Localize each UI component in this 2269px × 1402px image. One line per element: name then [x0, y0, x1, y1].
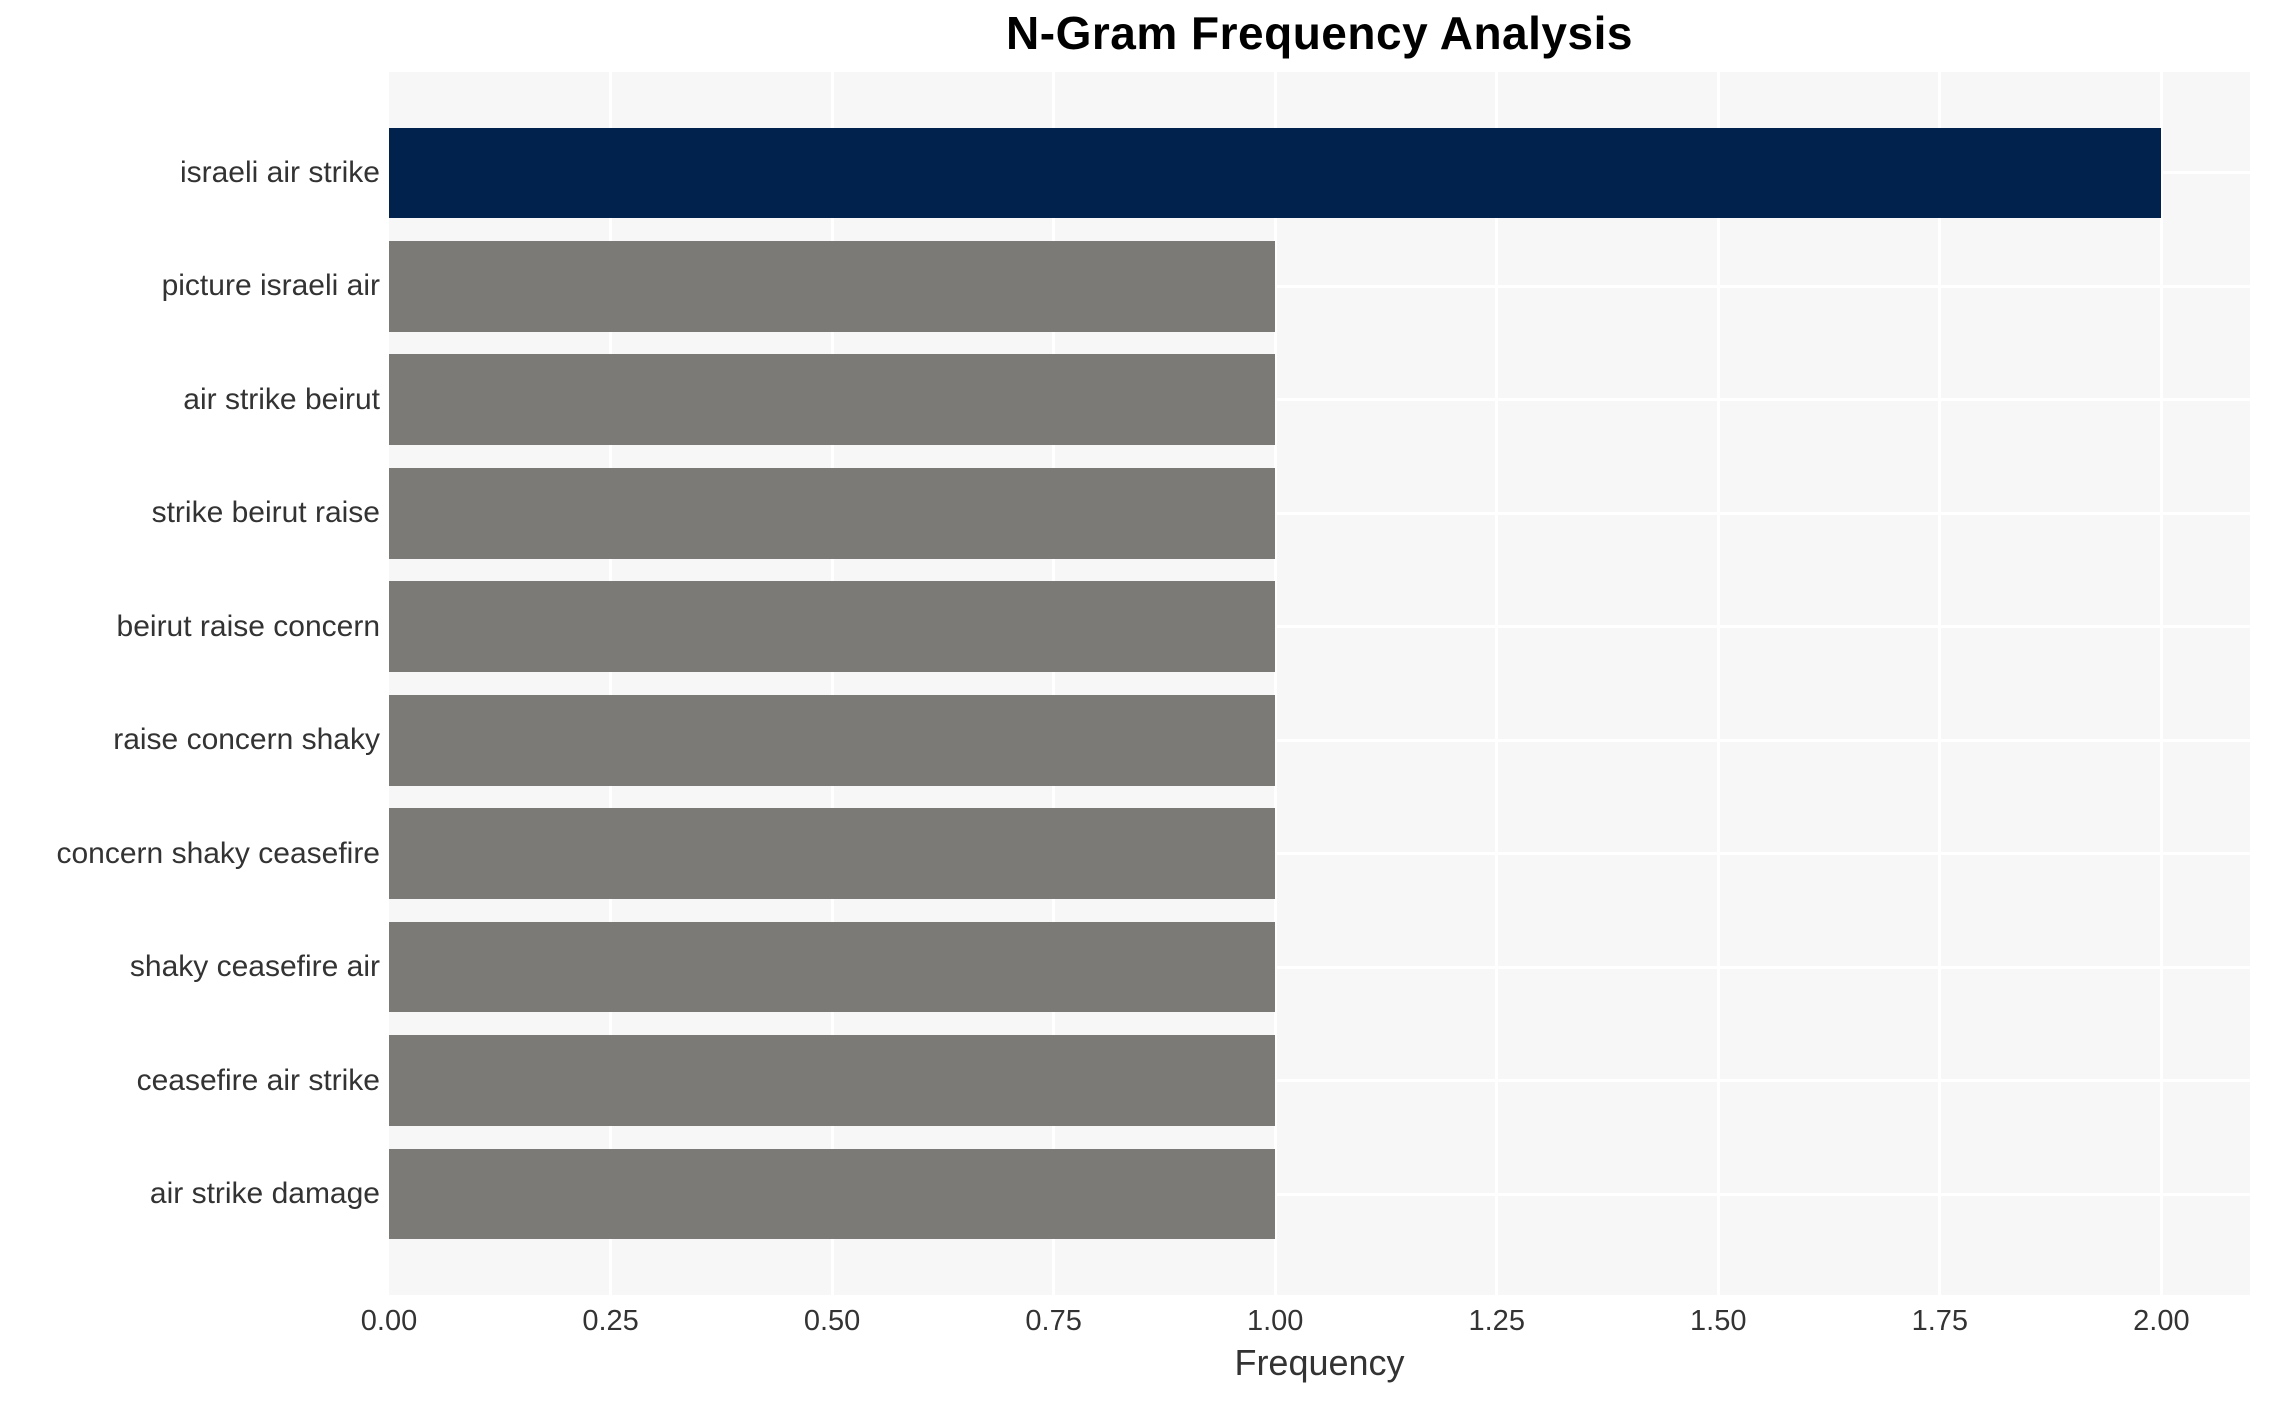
y-tick-label: beirut raise concern: [116, 609, 380, 643]
y-tick-label: picture israeli air: [161, 269, 380, 303]
gridline-horizontal: [389, 398, 2250, 402]
x-tick-label: 0.50: [803, 1305, 861, 1337]
y-tick-label: ceasefire air strike: [136, 1063, 380, 1097]
x-tick-label: 0.00: [360, 1305, 418, 1337]
plot-area: [389, 72, 2250, 1295]
gridline-vertical: [1273, 72, 1277, 1295]
gridline-horizontal: [389, 1079, 2250, 1083]
y-tick-label: strike beirut raise: [151, 496, 380, 530]
bar-picture-israeli-air: [389, 241, 1276, 332]
gridline-horizontal: [389, 852, 2250, 856]
gridline-vertical: [1716, 72, 1720, 1295]
gridline-horizontal: [389, 965, 2250, 969]
gridline-vertical: [609, 72, 613, 1295]
bar-beirut-raise-concern: [389, 581, 1276, 673]
x-tick-label: 0.75: [1025, 1305, 1082, 1337]
gridline-horizontal: [389, 1192, 2250, 1196]
gridline-vertical: [2159, 72, 2163, 1295]
chart-title: N-Gram Frequency Analysis: [1006, 7, 1633, 59]
bar-concern-shaky-ceasefire: [389, 808, 1276, 900]
y-tick-label: israeli air strike: [179, 155, 380, 189]
y-tick-label: raise concern shaky: [113, 723, 380, 757]
x-axis-title: Frequency: [1234, 1342, 1405, 1383]
gridline-vertical: [1938, 72, 1942, 1295]
gridline-horizontal: [389, 511, 2250, 515]
gridline-horizontal: [389, 284, 2250, 288]
x-tick-label: 1.50: [1690, 1305, 1747, 1337]
x-tick-label: 1.00: [1246, 1305, 1304, 1337]
bar-strike-beirut-raise: [389, 467, 1276, 559]
bar-shaky-ceasefire-air: [389, 921, 1276, 1013]
bar-israeli-air-strike: [389, 127, 2162, 219]
y-tick-label: air strike damage: [149, 1177, 380, 1211]
y-tick-label: air strike beirut: [183, 382, 380, 416]
bar-raise-concern-shaky: [389, 694, 1276, 786]
x-tick-label: 1.75: [1911, 1305, 1969, 1337]
y-tick-label: concern shaky ceasefire: [56, 836, 381, 870]
gridline-vertical: [1052, 72, 1056, 1295]
x-tick-label: 2.00: [2133, 1305, 2190, 1337]
y-tick-label: shaky ceasefire air: [129, 950, 380, 984]
gridline-vertical: [1495, 72, 1499, 1295]
x-tick-label: 1.25: [1468, 1305, 1525, 1337]
bar-ceasefire-air-strike: [389, 1035, 1276, 1126]
bar-air-strike-beirut: [389, 354, 1276, 446]
gridline-horizontal: [389, 625, 2250, 629]
gridline-horizontal: [389, 738, 2250, 742]
x-tick-label: 0.25: [582, 1305, 639, 1337]
bar-air-strike-damage: [389, 1148, 1276, 1240]
gridline-vertical: [830, 72, 834, 1295]
